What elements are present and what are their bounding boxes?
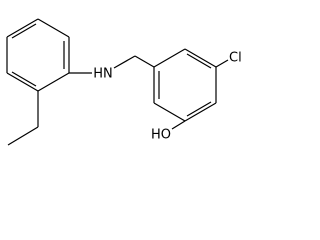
double-bond bbox=[11, 71, 37, 87]
structure-diagram: HN Cl HO bbox=[6, 18, 242, 146]
bond bbox=[134, 55, 155, 68]
atom-label: Cl bbox=[229, 51, 242, 66]
bond bbox=[37, 18, 70, 38]
bond bbox=[184, 102, 217, 122]
bond bbox=[171, 120, 186, 130]
bond bbox=[153, 102, 186, 122]
bond bbox=[153, 48, 186, 68]
page: HN Cl HO (() => { const data = JSON.pars… bbox=[6, 18, 242, 146]
double-bond bbox=[186, 53, 212, 69]
bonds bbox=[6, 18, 229, 146]
bond bbox=[215, 59, 229, 68]
double-bond bbox=[186, 101, 212, 117]
bond bbox=[184, 48, 217, 68]
bond bbox=[6, 72, 39, 92]
bond bbox=[37, 72, 70, 92]
double-bond bbox=[11, 23, 37, 39]
atom-label: HN bbox=[93, 67, 113, 82]
atom-label: HO bbox=[151, 128, 171, 143]
bond bbox=[6, 18, 39, 38]
bond bbox=[7, 126, 39, 146]
bond bbox=[113, 55, 136, 69]
